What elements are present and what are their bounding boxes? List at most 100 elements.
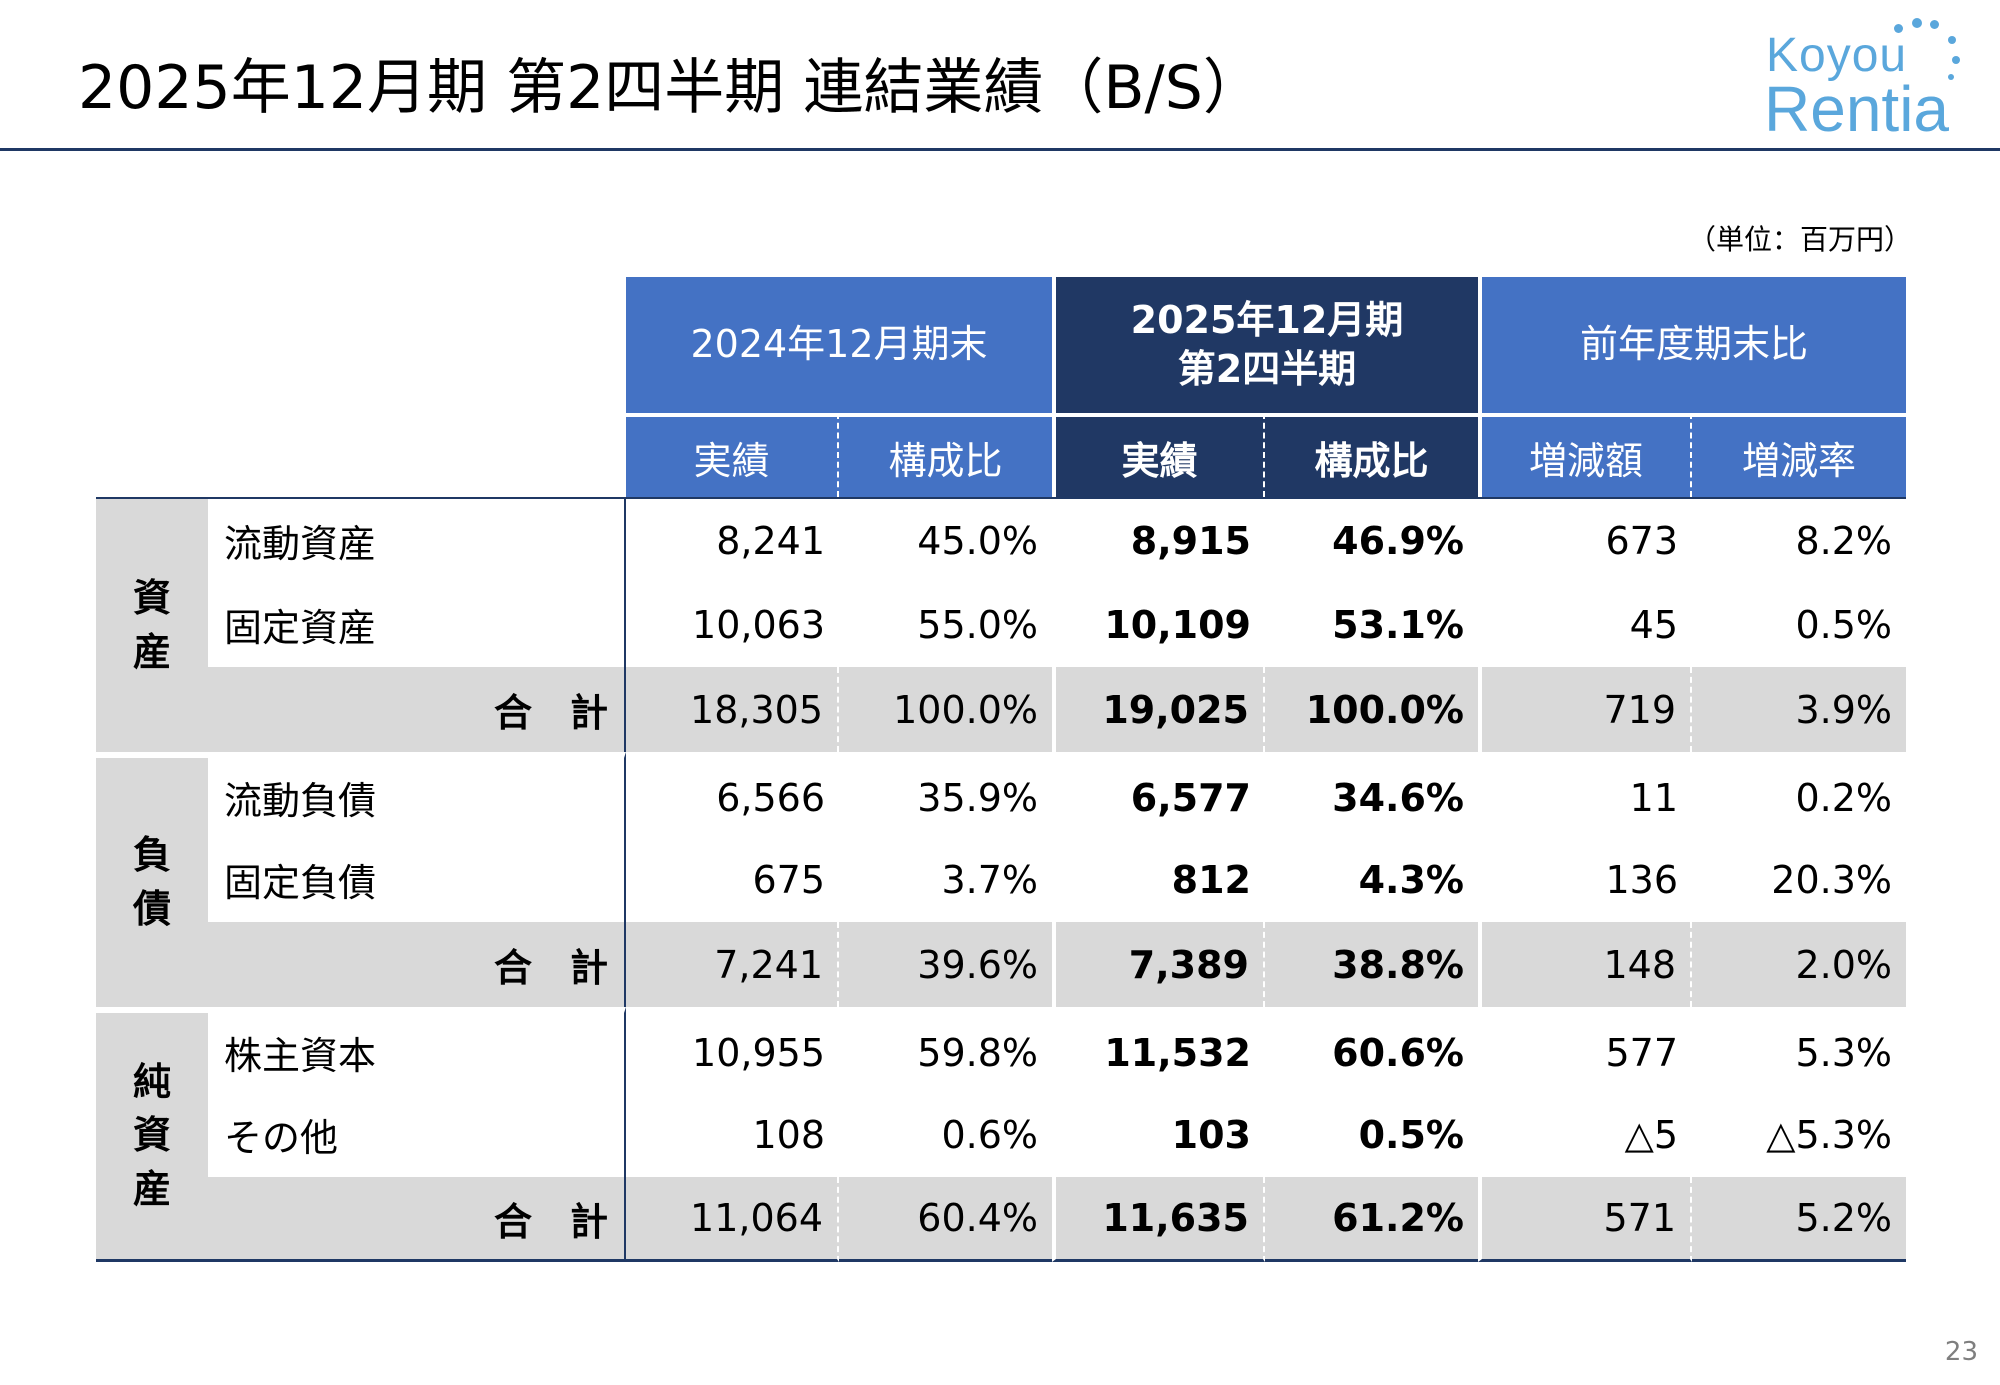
cell-curr-ratio: 4.3% <box>1358 857 1464 902</box>
cell-prev-ratio: 100.0% <box>839 667 1052 752</box>
col-group-yoy: 前年度期末比 <box>1478 277 1907 413</box>
cell-rate: 5.2% <box>1692 1177 1907 1262</box>
cell-curr-ratio: 38.8% <box>1265 922 1478 1007</box>
category-liabilities: 負 債 <box>96 752 208 1007</box>
row-label: 株主資本 <box>208 1007 626 1092</box>
page-title: 2025年12月期 第2四半期 連結業績（B/S） <box>78 53 1263 123</box>
logo-dot <box>1912 18 1922 28</box>
cell-prev: 8,241 <box>626 497 839 582</box>
company-logo: Koyou Rentia <box>1762 14 1972 145</box>
table-row: 純 資 産 株主資本 10,955 59.8% 11,532 60.6% 577… <box>96 1007 1907 1262</box>
cell-diff: 719 <box>1478 667 1692 752</box>
row-label: 固定負債 <box>208 837 626 922</box>
cell-prev-ratio: 45.0% <box>839 497 1052 582</box>
header-blank <box>208 413 626 497</box>
cell-curr-ratio: 61.2% <box>1265 1177 1478 1262</box>
table-row: その他 108 0.6% 103 0.5% △5 △5.3% <box>96 1092 1906 1177</box>
cell-diff: 148 <box>1478 922 1692 1007</box>
total-label: 合 計 <box>208 922 626 1007</box>
category-label: 資 産 <box>132 576 171 674</box>
header-blank <box>96 413 208 497</box>
col-group-current-line2: 第2四半期 <box>1177 347 1357 391</box>
cell-rate: △5.3% <box>1766 1112 1893 1157</box>
cell-curr: 103 <box>1171 1112 1251 1157</box>
table-row: 固定資産 10,063 55.0% 10,109 53.1% 45 0.5% <box>96 582 1906 667</box>
category-label: 負 債 <box>132 833 171 931</box>
cell-curr: 10,109 <box>1104 602 1251 647</box>
row-label: その他 <box>208 1092 626 1177</box>
col-curr-actual: 実績 <box>1052 413 1265 497</box>
cell-curr: 812 <box>1171 857 1251 902</box>
cell-curr: 7,389 <box>1052 922 1265 1007</box>
title-divider <box>0 148 2000 151</box>
header-row-sub: 実績 構成比 実績 構成比 増減額 増減率 <box>96 413 1907 497</box>
logo-dot <box>1948 74 1954 80</box>
cell-diff: 577 <box>1478 1007 1692 1092</box>
table-row: 負 債 流動負債 6,566 35.9% 6,577 34.6% 11 0.2% <box>96 752 1907 1007</box>
cell-prev: 10,955 <box>626 1007 839 1092</box>
cell-curr: 6,577 <box>1052 752 1265 837</box>
col-diff-amount: 増減額 <box>1478 413 1692 497</box>
cell-curr-ratio: 100.0% <box>1265 667 1478 752</box>
cell-rate: 0.2% <box>1692 752 1907 837</box>
row-label: 流動資産 <box>208 497 626 582</box>
col-curr-ratio: 構成比 <box>1265 413 1478 497</box>
cell-prev: 18,305 <box>626 667 839 752</box>
table-row: 固定負債 675 3.7% 812 4.3% 136 20.3% <box>96 837 1906 922</box>
cell-prev-ratio: 3.7% <box>941 857 1038 902</box>
row-label: 流動負債 <box>208 752 626 837</box>
logo-text-koyou: Koyou <box>1766 29 1908 82</box>
col-diff-rate: 増減率 <box>1692 413 1907 497</box>
cell-diff: 11 <box>1478 752 1692 837</box>
cell-rate: 2.0% <box>1692 922 1907 1007</box>
cell-diff: 45 <box>1629 602 1678 647</box>
col-prev-ratio: 構成比 <box>839 413 1052 497</box>
cell-diff: 571 <box>1478 1177 1692 1262</box>
cell-prev-ratio: 0.6% <box>941 1112 1038 1157</box>
category-label: 純 資 産 <box>132 1060 171 1211</box>
cell-curr: 11,635 <box>1052 1177 1265 1262</box>
cell-prev-ratio: 60.4% <box>839 1177 1052 1262</box>
cell-prev-ratio: 59.8% <box>839 1007 1052 1092</box>
category-assets: 資 産 <box>96 497 208 752</box>
col-prev-actual: 実績 <box>626 413 839 497</box>
cell-prev-ratio: 39.6% <box>839 922 1052 1007</box>
cell-prev: 108 <box>752 1112 825 1157</box>
total-row: 合 計 11,064 60.4% 11,635 61.2% 571 5.2% <box>96 1177 1907 1262</box>
cell-diff: 136 <box>1605 857 1678 902</box>
cell-prev: 7,241 <box>626 922 839 1007</box>
balance-sheet-table: 2024年12月期末 2025年12月期 第2四半期 前年度期末比 実績 構成比… <box>96 277 1907 1262</box>
cell-rate: 5.3% <box>1692 1007 1907 1092</box>
logo-dot <box>1930 20 1939 29</box>
cell-curr: 19,025 <box>1052 667 1265 752</box>
cell-curr-ratio: 0.5% <box>1358 1112 1464 1157</box>
page-number: 23 <box>1944 1337 1978 1367</box>
row-label: 固定資産 <box>208 582 626 667</box>
category-net-assets: 純 資 産 <box>96 1007 208 1262</box>
header-blank <box>208 277 626 413</box>
cell-prev: 11,064 <box>626 1177 839 1262</box>
total-label: 合 計 <box>208 667 626 752</box>
logo-dot <box>1952 56 1960 64</box>
header-blank <box>96 277 208 413</box>
col-group-current: 2025年12月期 第2四半期 <box>1052 277 1478 413</box>
cell-curr-ratio: 46.9% <box>1265 497 1478 582</box>
logo-dot <box>1894 24 1903 33</box>
logo-text-rentia: Rentia <box>1764 73 1949 145</box>
unit-label: （単位：百万円） <box>1687 223 1912 256</box>
cell-diff: △5 <box>1624 1112 1678 1157</box>
total-row: 合 計 18,305 100.0% 19,025 100.0% 719 3.9% <box>96 667 1907 752</box>
cell-prev: 6,566 <box>626 752 839 837</box>
cell-curr-ratio: 60.6% <box>1265 1007 1478 1092</box>
header-row-top: 2024年12月期末 2025年12月期 第2四半期 前年度期末比 <box>96 277 1907 413</box>
logo-dot <box>1948 36 1956 44</box>
cell-rate: 8.2% <box>1692 497 1907 582</box>
cell-rate: 3.9% <box>1692 667 1907 752</box>
cell-diff: 673 <box>1478 497 1692 582</box>
col-group-prev-year: 2024年12月期末 <box>626 277 1052 413</box>
cell-curr: 8,915 <box>1052 497 1265 582</box>
cell-rate: 20.3% <box>1771 857 1893 902</box>
table-row: 資 産 流動資産 8,241 45.0% 8,915 46.9% 673 8.2… <box>96 497 1907 752</box>
cell-prev-ratio: 55.0% <box>917 602 1038 647</box>
total-label: 合 計 <box>208 1177 626 1262</box>
